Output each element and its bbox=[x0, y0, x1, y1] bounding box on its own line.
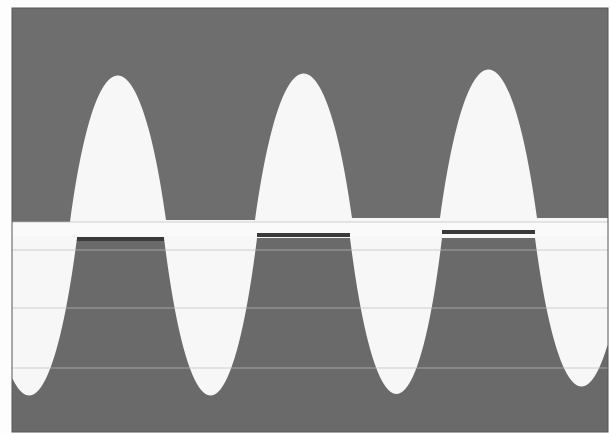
screen bbox=[0, 8, 610, 432]
edge-shadow bbox=[257, 233, 350, 237]
page: (() => { const data = JSON.parse(documen… bbox=[0, 0, 610, 433]
edge-shadow bbox=[77, 237, 164, 241]
lower-background bbox=[12, 238, 608, 432]
oscilloscope-photo bbox=[0, 0, 610, 433]
edge-shadow bbox=[442, 230, 535, 234]
